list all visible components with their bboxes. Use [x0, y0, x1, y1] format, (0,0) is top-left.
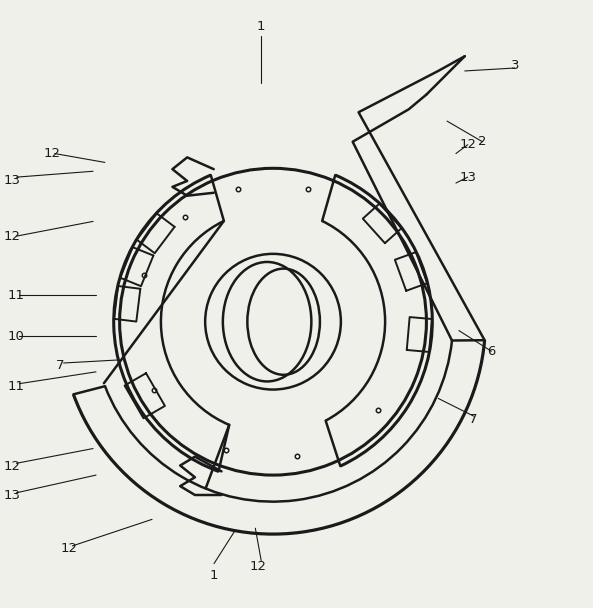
- Text: 6: 6: [487, 345, 496, 358]
- Text: 12: 12: [4, 230, 21, 243]
- Text: 1: 1: [257, 20, 266, 33]
- Text: 12: 12: [4, 460, 21, 473]
- Text: 1: 1: [210, 569, 218, 582]
- Text: 7: 7: [56, 359, 65, 373]
- Text: 12: 12: [459, 138, 476, 151]
- Text: 11: 11: [8, 289, 25, 302]
- Text: 2: 2: [478, 135, 487, 148]
- Text: 13: 13: [4, 174, 21, 187]
- Text: 3: 3: [511, 58, 519, 72]
- Text: 13: 13: [459, 171, 476, 184]
- Text: 12: 12: [61, 542, 78, 555]
- Text: 7: 7: [470, 413, 478, 426]
- Text: 13: 13: [4, 489, 21, 502]
- Text: 12: 12: [250, 560, 267, 573]
- Text: 12: 12: [43, 147, 60, 160]
- Text: 10: 10: [8, 330, 25, 343]
- Text: 11: 11: [8, 380, 25, 393]
